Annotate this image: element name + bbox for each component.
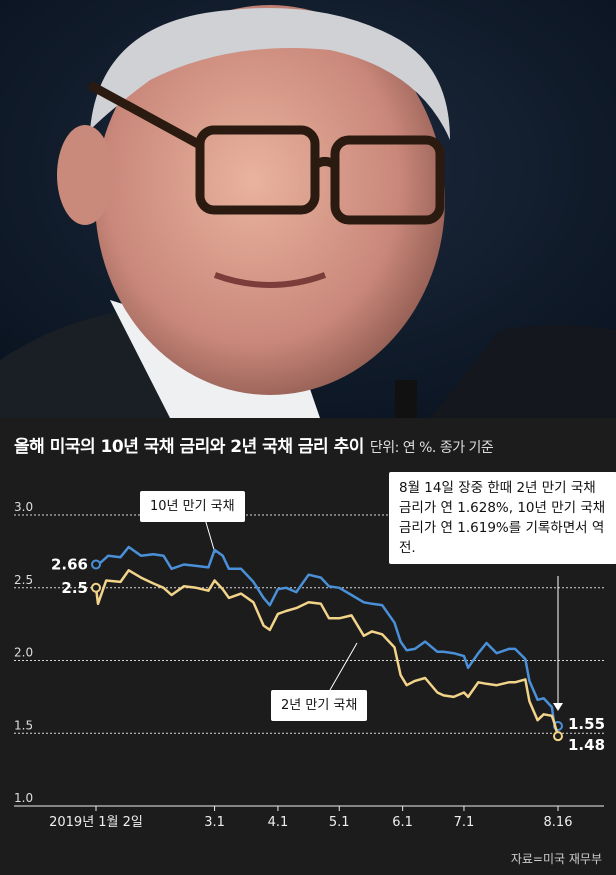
x-tick-label: 6.1 <box>392 815 413 830</box>
x-tick-label: 5.1 <box>329 815 350 830</box>
series-label-10y-pointer <box>204 518 216 554</box>
series-label-2y-pointer <box>329 642 358 691</box>
x-tick-label: 2019년 1월 2일 <box>49 815 143 830</box>
series-label-2y: 2년 만기 국채 <box>271 690 368 721</box>
unit-note: 단위: 연 %. 종가 기준 <box>369 440 494 456</box>
series-label-10y: 10년 만기 국채 <box>140 491 245 522</box>
press-photo <box>0 0 616 418</box>
series-start-marker <box>91 559 101 570</box>
y-tick-label: 1.5 <box>14 718 33 732</box>
inversion-annotation: 8월 14일 장중 한때 2년 만기 국채 금리가 연 1.628%, 10년 … <box>389 472 616 564</box>
x-tick-label: 7.1 <box>454 815 475 830</box>
x-tick-label: 4.1 <box>268 815 289 830</box>
y-tick-label: 2.5 <box>14 573 33 587</box>
chart-title-text: 올해 미국의 10년 국채 금리와 2년 국채 금리 추이 <box>14 437 364 457</box>
series-line-10y <box>95 545 559 727</box>
series-start-label: 2.66 <box>51 555 88 573</box>
x-tick-label: 8.16 <box>544 815 573 830</box>
source-note: 자료=미국 재무부 <box>510 852 602 866</box>
series-end-marker <box>553 731 563 742</box>
y-tick-label: 2.0 <box>14 646 33 660</box>
series-end-label: 1.48 <box>568 736 605 754</box>
chart-panel: 올해 미국의 10년 국채 금리와 2년 국채 금리 추이 단위: 연 %. 종가… <box>0 418 616 875</box>
annotation-arrow-head <box>553 703 563 711</box>
chart-title: 올해 미국의 10년 국채 금리와 2년 국채 금리 추이 단위: 연 %. 종가… <box>14 432 494 457</box>
series-start-marker <box>91 582 101 593</box>
x-tick-label: 3.1 <box>204 815 225 830</box>
series-line-2y <box>94 569 560 737</box>
y-tick-label: 1.0 <box>14 791 33 805</box>
series-end-label: 1.55 <box>568 715 605 733</box>
y-tick-label: 3.0 <box>14 500 33 514</box>
series-start-label: 2.5 <box>61 579 88 597</box>
line-chart: 3.0 2.5 2.0 1.5 1.0 2019년 1월 2일 3.1 4.1 5.1 6.1 7.… <box>14 500 605 830</box>
